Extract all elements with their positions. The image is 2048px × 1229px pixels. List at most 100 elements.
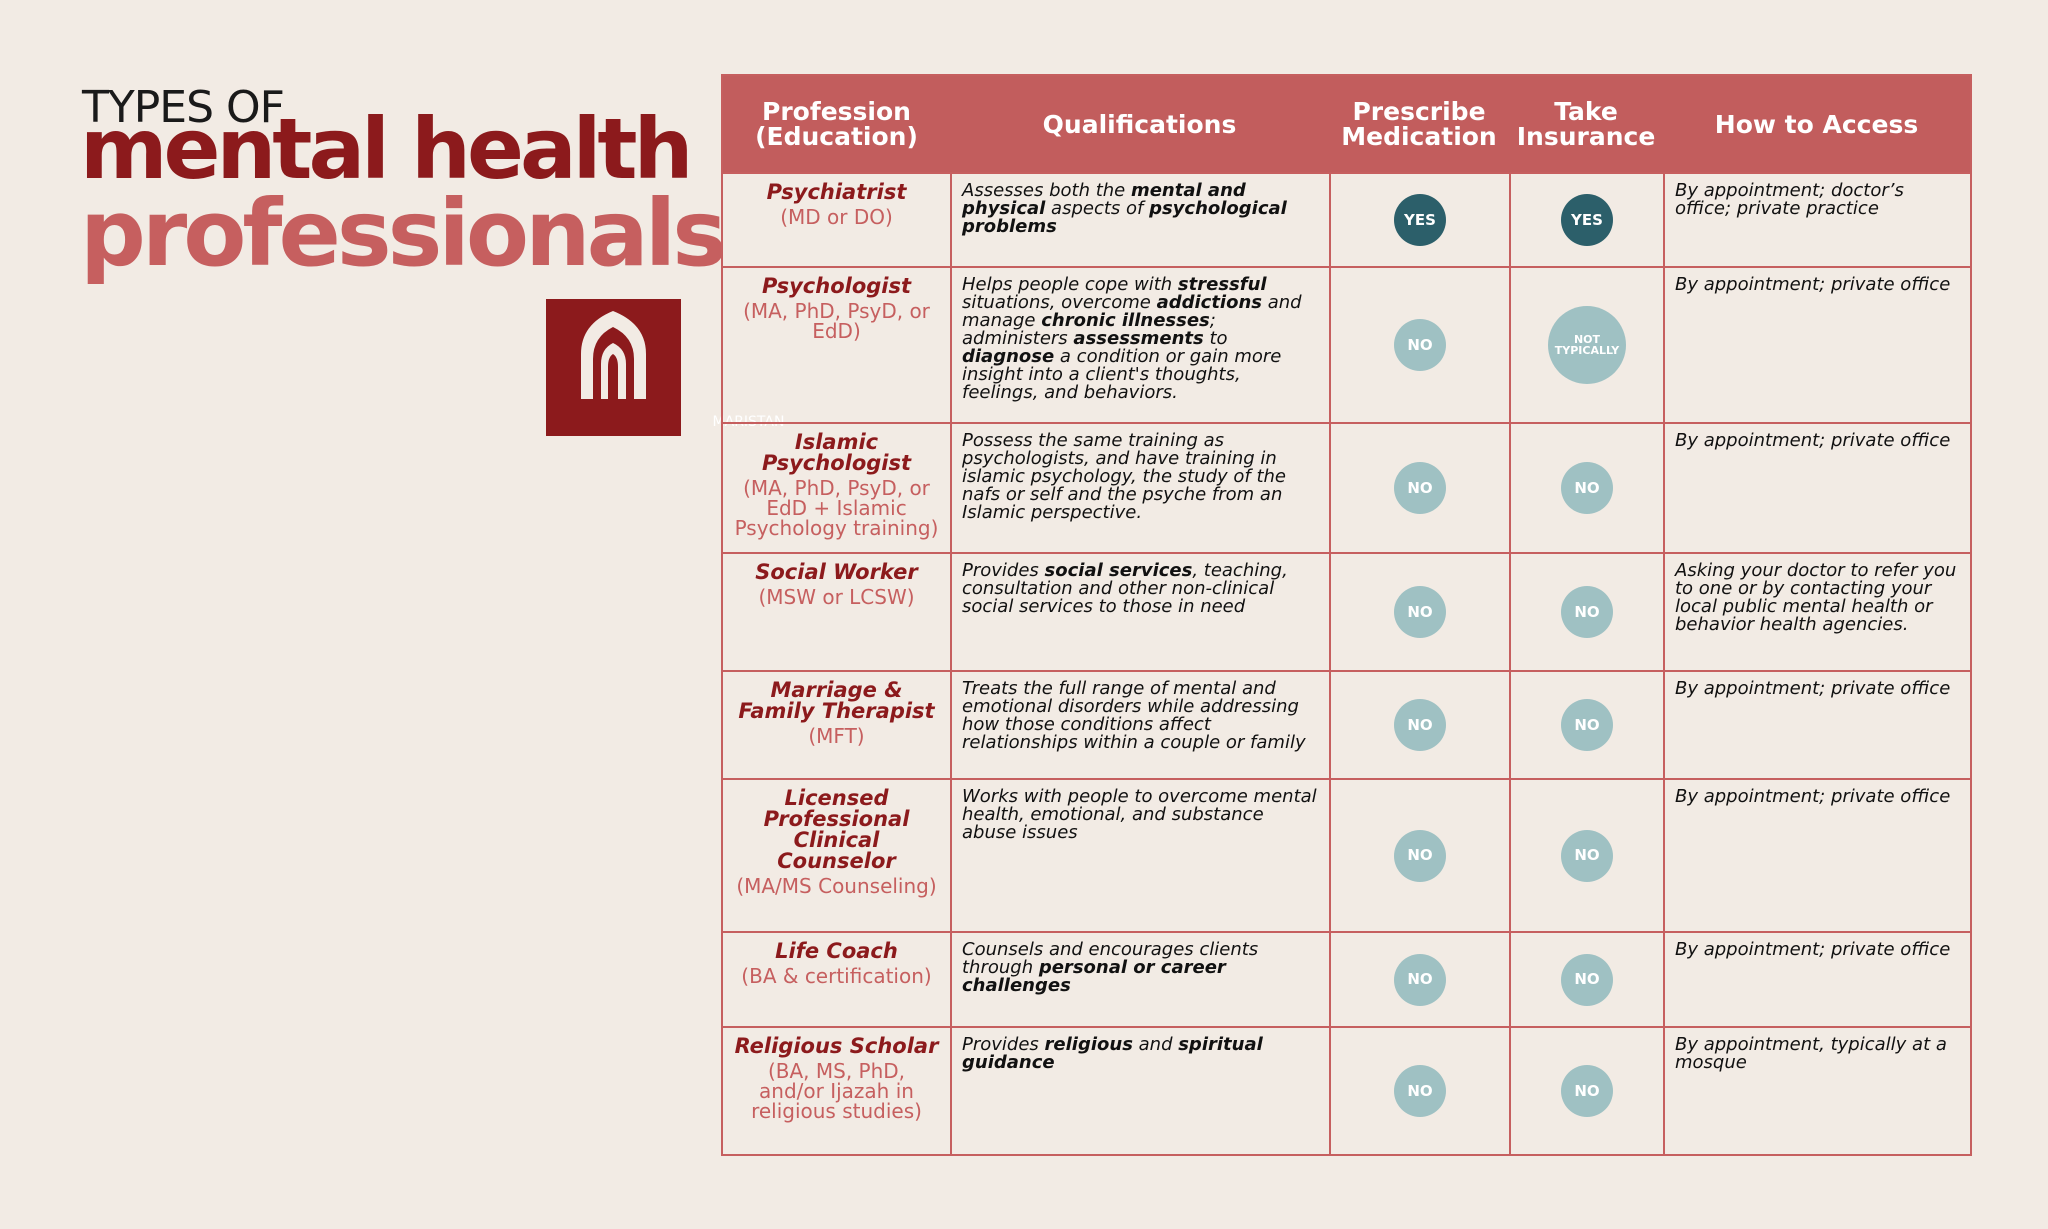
column-header: Take Insurance <box>1516 97 1656 151</box>
qualification-text: psychological problems <box>962 198 1287 237</box>
qualification-text: Helps people cope with <box>962 274 1178 295</box>
column-header: Prescribe Medication <box>1341 97 1497 151</box>
table-cell: Religious Scholar (BA, MS, PhD, and/or Ij… <box>723 1028 950 1154</box>
qualification-text: mental and physical <box>962 180 1246 219</box>
qualification-text: Possess the same training as psychologis… <box>962 430 1286 523</box>
table-cell: NO <box>1329 672 1509 778</box>
education: (MA, PhD, PsyD, or EdD) <box>743 299 930 343</box>
logo-arch <box>581 311 646 399</box>
table-cell: Assesses both the mental and physical as… <box>950 174 1329 266</box>
qualification-text: situations, overcome <box>962 292 1157 313</box>
table-cell: NO <box>1329 554 1509 670</box>
table-cell: Social Worker (MSW or LCSW) <box>723 554 950 670</box>
table-row: Licensed Professional Clinical Counselor… <box>723 778 1970 931</box>
table-cell: NO <box>1509 780 1663 931</box>
qualification-text: chronic illnesses <box>1041 310 1210 331</box>
badge: NO <box>1394 953 1446 1006</box>
table-cell: NO <box>1509 554 1663 670</box>
table-cell: Provides social services, teaching, cons… <box>950 554 1329 670</box>
qualification-text: and <box>1132 1034 1179 1055</box>
access: By appointment; private office <box>1675 678 1951 699</box>
qualification-text: ; administers <box>962 310 1216 349</box>
access: By appointment; private office <box>1675 430 1951 451</box>
badge: NO <box>1394 699 1446 751</box>
education: (MFT) <box>808 724 865 748</box>
column-header: Qualifications <box>1042 109 1237 139</box>
badge: NO <box>1394 462 1446 514</box>
table-cell: NO <box>1329 1028 1509 1154</box>
table-cell: NO <box>1329 933 1509 1026</box>
table-cell: NO <box>1329 424 1509 552</box>
badge: NO <box>1561 1065 1613 1117</box>
badge: NO <box>1561 699 1613 751</box>
access: Asking your doctor to refer you to one o… <box>1675 560 1957 635</box>
education: (BA, MS, PhD, and/or Ijazah in religious… <box>751 1059 922 1123</box>
table-row: Psychologist (MA, PhD, PsyD, or EdD) Helps… <box>723 266 1970 422</box>
table-cell: Licensed Professional Clinical Counselor… <box>723 780 950 931</box>
qualification-text: to <box>1203 328 1228 349</box>
table-row: Social Worker (MSW or LCSW) Provides socia… <box>723 552 1970 670</box>
badge: NO <box>1561 462 1613 514</box>
table-row: Islamic Psychologist (MA, PhD, PsyD, or E… <box>723 422 1970 552</box>
access: By appointment; doctor’s office; private… <box>1675 180 1904 219</box>
table-cell: By appointment; doctor’s office; private… <box>1663 174 1970 266</box>
badge: NO <box>1394 319 1446 371</box>
profession: Life Coach <box>775 939 898 963</box>
table-cell: YES <box>1509 174 1663 266</box>
qualification-text: Assesses both the <box>962 180 1131 201</box>
qualification-text: social services <box>1044 560 1193 581</box>
table-cell: NO <box>1509 672 1663 778</box>
qualification-text: , teaching, consultation and other non-c… <box>962 560 1288 617</box>
table-row: Psychiatrist (MD or DO) Assesses both the … <box>723 172 1970 266</box>
table-cell: Psychiatrist (MD or DO) <box>723 174 950 266</box>
qualification-text: assessments <box>1073 328 1204 349</box>
badge: NO <box>1561 953 1613 1006</box>
badge: NO <box>1394 586 1446 638</box>
table-cell: Counsels and encourages clients through … <box>950 933 1329 1026</box>
qualification-text: Provides <box>962 1034 1045 1055</box>
profession: Religious Scholar <box>734 1034 939 1058</box>
profession: Licensed Professional Clinical Counselor <box>763 786 910 873</box>
profession: Marriage & Family Therapist <box>738 678 935 723</box>
qualification-text: stressful <box>1177 274 1267 295</box>
table-cell: NO <box>1329 780 1509 931</box>
qualification-text: diagnose <box>962 346 1055 367</box>
table-cell: NOT TYPICALLY <box>1509 268 1663 422</box>
table-cell: Life Coach (BA & certification) <box>723 933 950 1026</box>
title-line: mental health <box>80 100 693 198</box>
table-cell: Asking your doctor to refer you to one o… <box>1663 554 1970 670</box>
qualification-text: personal or career challenges <box>962 957 1226 996</box>
badge: NO <box>1394 829 1446 882</box>
table-cell: By appointment; private office <box>1663 780 1970 931</box>
qualification-text: Provides <box>962 560 1045 581</box>
qualification-text: spiritual guidance <box>962 1034 1263 1073</box>
table-cell: By appointment; private office <box>1663 933 1970 1026</box>
badge: NOT TYPICALLY <box>1548 306 1626 384</box>
title-line: TYPES OF <box>82 82 285 133</box>
qualification-text: Works with people to overcome mental hea… <box>962 786 1317 843</box>
table-row: Marriage & Family Therapist (MFT) Treats t… <box>723 670 1970 778</box>
logo: MARISTAN <box>546 299 784 436</box>
table: Profession (Education) Qualifications Pres… <box>721 74 1972 1156</box>
qualification-text: aspects of <box>1045 198 1150 219</box>
access: By appointment; private office <box>1675 786 1951 807</box>
table-cell: YES <box>1329 174 1509 266</box>
access: By appointment; private office <box>1675 274 1951 295</box>
access: By appointment; private office <box>1675 939 1951 960</box>
badge: YES <box>1394 194 1446 246</box>
table-cell: Psychologist (MA, PhD, PsyD, or EdD) <box>723 268 950 422</box>
table-cell: Provides religious and spiritual guidanc… <box>950 1028 1329 1154</box>
education: (MSW or LCSW) <box>758 585 915 609</box>
table-cell: Treats the full range of mental and emot… <box>950 672 1329 778</box>
education: (BA & certification) <box>741 964 932 988</box>
badge: NO <box>1394 1065 1446 1117</box>
header-row: Profession (Education) Qualifications Pres… <box>723 76 1970 172</box>
qualification-text: a condition or gain more insight into a … <box>962 346 1282 403</box>
table-cell: By appointment, typically at a mosque <box>1663 1028 1970 1154</box>
qualification-text: religious <box>1044 1034 1133 1055</box>
table-cell: NO <box>1509 1028 1663 1154</box>
badge: NO <box>1561 829 1613 882</box>
table-cell: NO <box>1329 268 1509 422</box>
education: (MA, PhD, PsyD, or EdD + Islamic Psychol… <box>734 476 939 540</box>
